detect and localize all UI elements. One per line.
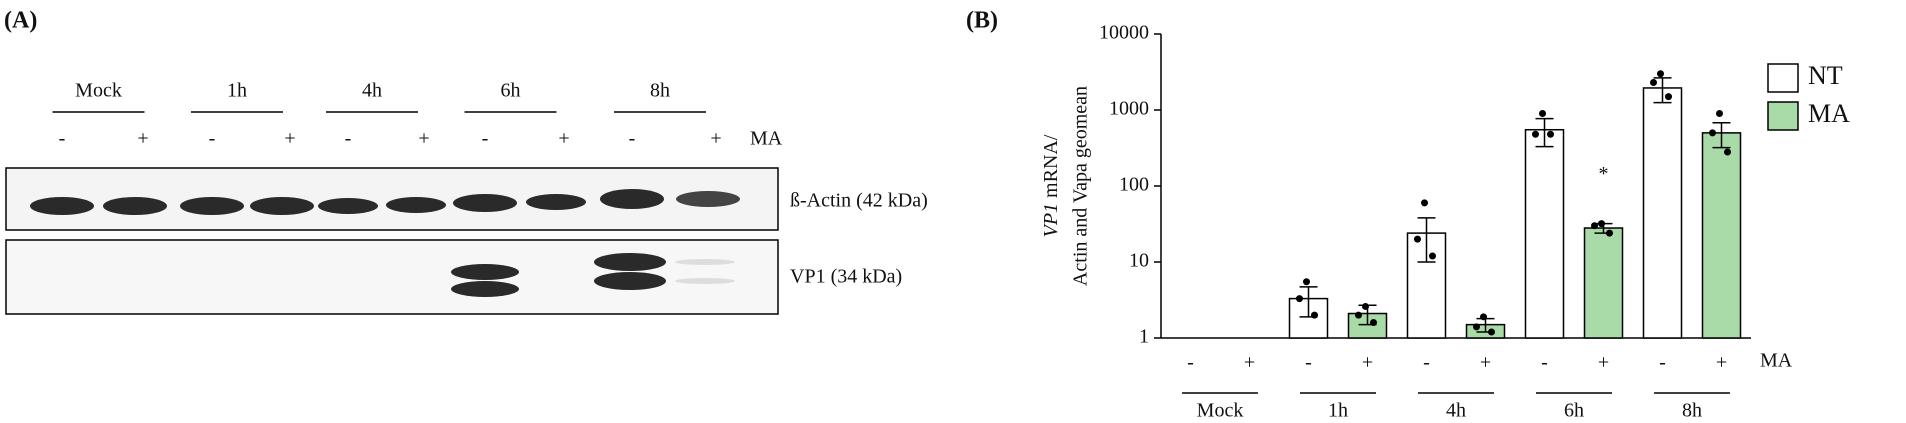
data-point — [1488, 328, 1495, 336]
group-label: 8h — [650, 80, 670, 102]
lane-sign: + — [137, 128, 148, 150]
treatment-label: MA — [1760, 350, 1793, 372]
data-point — [1657, 70, 1664, 78]
blot-label: VP1 (34 kDa) — [790, 266, 902, 288]
blot-bands — [30, 189, 740, 297]
group-label: 1h — [227, 80, 247, 102]
data-point — [1296, 295, 1303, 303]
data-point — [1370, 318, 1377, 326]
data-point — [1650, 79, 1657, 87]
data-point — [1532, 130, 1539, 138]
lane-sign: + — [284, 128, 295, 150]
data-point — [1539, 109, 1546, 117]
legend-label: NT — [1808, 61, 1843, 90]
lane-sign: + — [418, 128, 429, 150]
data-point — [1598, 220, 1605, 228]
x-sign-label: - — [1187, 352, 1194, 374]
y-tick-label: 1000 — [1109, 98, 1149, 120]
lane-sign: - — [59, 128, 66, 150]
data-point — [1311, 311, 1318, 319]
y-tick-label: 10 — [1129, 250, 1149, 272]
blot-label: ß-Actin (42 kDa) — [790, 190, 928, 212]
data-point — [1421, 199, 1428, 207]
error-bar — [1535, 117, 1554, 148]
error-bar — [1712, 121, 1731, 149]
legend-swatch — [1767, 101, 1799, 131]
legend-swatch — [1767, 63, 1799, 93]
x-sign-label: + — [1362, 352, 1373, 374]
error-bar — [1417, 217, 1436, 263]
x-sign-label: + — [1244, 352, 1255, 374]
group-label: 4h — [362, 80, 382, 102]
lane-sign: + — [558, 128, 569, 150]
data-point — [1414, 235, 1421, 243]
bar — [1701, 132, 1742, 339]
x-group-label: 4h — [1446, 400, 1466, 422]
lane-sign: + — [710, 128, 721, 150]
x-group-label: 8h — [1682, 400, 1702, 422]
y-label-italic: VP1 — [1040, 203, 1062, 237]
y-tick-label: 10000 — [1099, 22, 1149, 44]
x-sign-label: - — [1423, 352, 1430, 374]
x-group-label: 1h — [1328, 400, 1348, 422]
data-point — [1606, 229, 1613, 237]
annotation: * — [1599, 163, 1609, 185]
y-axis-label: VP1 mRNA/ — [1040, 134, 1062, 237]
y-label-text: mRNA/ — [1040, 134, 1062, 203]
y-axis-label: Actin and Vapa geomean — [1070, 86, 1092, 286]
legend-label: MA — [1808, 99, 1850, 128]
x-group-label: 6h — [1564, 400, 1584, 422]
data-point — [1429, 252, 1436, 260]
data-point — [1665, 93, 1672, 101]
data-point — [1480, 313, 1487, 321]
lane-sign: - — [209, 128, 216, 150]
x-sign-label: + — [1716, 352, 1727, 374]
data-point — [1473, 323, 1480, 331]
y-tick-label: 100 — [1119, 174, 1149, 196]
data-point — [1724, 148, 1731, 156]
panel-label: (A) — [4, 8, 37, 34]
lane-sign: - — [629, 128, 636, 150]
data-point — [1547, 130, 1554, 138]
bar — [1642, 87, 1683, 339]
x-sign-label: - — [1659, 352, 1666, 374]
panel-label: (B) — [966, 8, 998, 34]
x-sign-label: - — [1305, 352, 1312, 374]
data-point — [1591, 222, 1598, 230]
group-label: 6h — [501, 80, 521, 102]
lane-sign: - — [345, 128, 352, 150]
data-point — [1303, 278, 1310, 286]
x-sign-label: + — [1480, 352, 1491, 374]
data-point — [1355, 311, 1362, 319]
data-point — [1716, 109, 1723, 117]
x-sign-label: - — [1541, 352, 1548, 374]
y-tick-label: 1 — [1139, 326, 1149, 348]
data-point — [1362, 302, 1369, 310]
lane-sign: - — [482, 128, 489, 150]
x-group-label: Mock — [1197, 400, 1244, 422]
treatment-label: MA — [750, 128, 783, 150]
x-sign-label: + — [1598, 352, 1609, 374]
bar — [1583, 227, 1624, 339]
group-label: Mock — [75, 80, 122, 102]
bar — [1524, 128, 1565, 339]
data-point — [1709, 129, 1716, 137]
error-bar — [1653, 77, 1672, 104]
